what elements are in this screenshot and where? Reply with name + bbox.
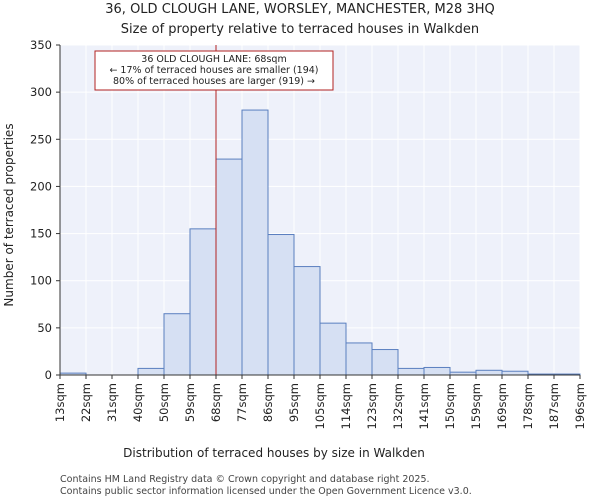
bar (345, 342, 373, 376)
x-tick-label: 95sqm (287, 383, 301, 422)
y-tick-label: 350 (30, 38, 52, 52)
chart-title: 36, OLD CLOUGH LANE, WORSLEY, MANCHESTER… (105, 2, 494, 17)
x-tick-label: 40sqm (131, 383, 145, 422)
x-tick-label: 22sqm (79, 383, 93, 422)
x-tick-label: 114sqm (339, 383, 353, 429)
x-axis-label: Distribution of terraced houses by size … (123, 446, 425, 460)
bar (241, 109, 269, 376)
chart-subtitle: Size of property relative to terraced ho… (121, 22, 479, 37)
bar (475, 369, 503, 376)
annotation-frame (94, 50, 334, 91)
x-tick-label: 105sqm (313, 383, 327, 429)
y-tick-label: 100 (30, 274, 52, 288)
x-tick-label: 196sqm (573, 383, 587, 429)
x-tick-label: 178sqm (521, 383, 535, 429)
x-tick-label: 169sqm (495, 383, 509, 429)
bar (501, 370, 529, 376)
x-tick-label: 86sqm (261, 383, 275, 422)
bar (397, 367, 425, 376)
footer-line-1: Contains HM Land Registry data © Crown c… (60, 474, 430, 485)
x-tick-label: 31sqm (105, 383, 119, 422)
bar (319, 322, 347, 376)
y-tick-label: 0 (45, 368, 52, 382)
bar (137, 367, 165, 376)
x-tick-label: 132sqm (391, 383, 405, 429)
annotation-line-3: 80% of terraced houses are larger (919) … (113, 76, 315, 87)
annotation-box: 36 OLD CLOUGH LANE: 68sqm ← 17% of terra… (94, 50, 334, 91)
footer-line-2: Contains public sector information licen… (60, 486, 472, 497)
x-tick-label: 187sqm (547, 383, 561, 429)
bar (293, 266, 321, 376)
y-tick-label: 150 (30, 227, 52, 241)
y-tick-label: 200 (30, 179, 52, 193)
bar (371, 349, 399, 376)
axes: 0 50 100 150 200 250 300 350 13sqm 22sqm 31sqm 40sq… (30, 38, 587, 429)
bars (59, 109, 581, 376)
x-tick-label: 141sqm (417, 383, 431, 429)
x-tick-label: 150sqm (443, 383, 457, 429)
annotation-line-1: 36 OLD CLOUGH LANE: 68sqm (141, 54, 286, 65)
bar (163, 313, 191, 376)
x-tick-label: 59sqm (183, 383, 197, 422)
x-tick-label: 68sqm (209, 383, 223, 422)
bar (423, 366, 451, 376)
x-tick-label: 123sqm (365, 383, 379, 429)
x-tick-label: 50sqm (157, 383, 171, 422)
bar (215, 158, 243, 376)
y-tick-label: 250 (30, 132, 52, 146)
bar (189, 228, 217, 376)
bar (267, 234, 295, 376)
y-tick-label: 50 (37, 321, 52, 335)
x-tick-label: 77sqm (235, 383, 249, 422)
y-tick-label: 300 (30, 85, 52, 99)
y-axis-label: Number of terraced properties (2, 123, 16, 306)
x-tick-label: 159sqm (469, 383, 483, 429)
x-tick-label: 13sqm (53, 383, 67, 422)
annotation-line-2: ← 17% of terraced houses are smaller (19… (109, 65, 318, 76)
